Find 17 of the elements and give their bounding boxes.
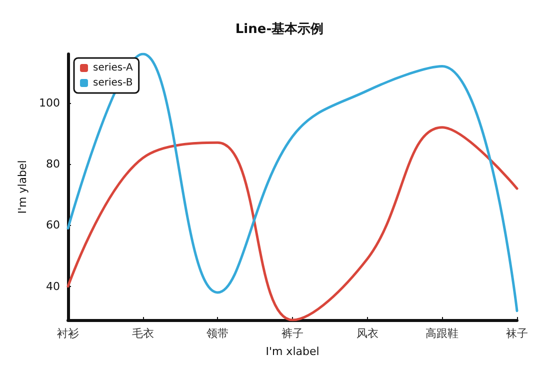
y-axis-title: I'm ylabel [16,160,30,214]
x-tick-label: 衬衫 [57,327,79,340]
legend-label: series-A [93,62,134,74]
y-tick-label: 60 [46,218,60,232]
x-tick-label: 裤子 [282,327,304,340]
y-tick-label: 80 [46,158,60,171]
y-tick-label: 100 [39,96,60,110]
x-tick-label: 袜子 [506,327,528,340]
chart-title: Line-基本示例 [235,22,324,37]
x-tick-label: 毛衣 [132,327,154,340]
y-tick-label: 40 [46,280,60,293]
x-axis-title: I'm xlabel [266,345,320,358]
x-tick-label: 高跟鞋 [426,327,459,340]
line-series [66,52,518,312]
x-tick-label: 风衣 [356,327,378,340]
legend-label: series-B [93,78,133,88]
x-tick-label: 领带 [206,327,229,340]
